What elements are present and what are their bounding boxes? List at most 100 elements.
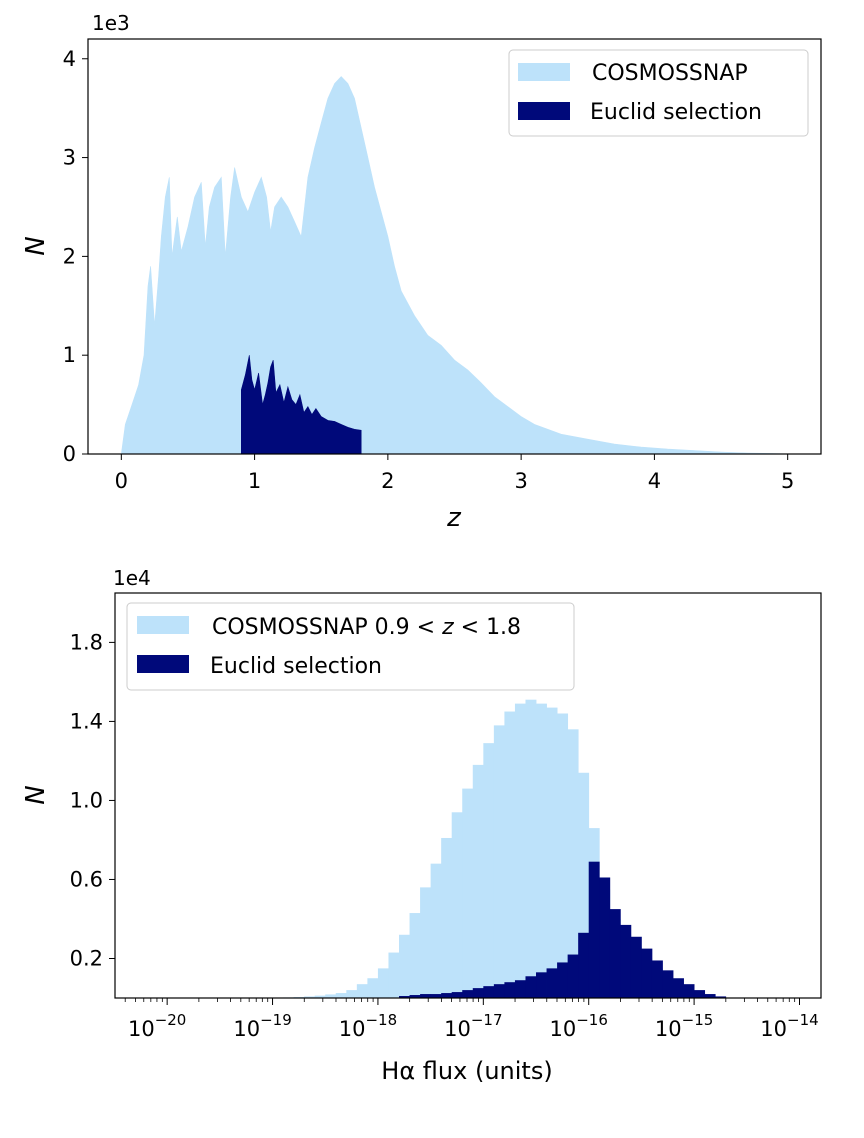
bar-cosmossnap [409, 913, 421, 998]
axis-ticks: 0 1 2 3 4 5 0 1 2 3 4 [63, 47, 795, 493]
x-tick-label: 10−17 [444, 1011, 502, 1041]
bar-cosmossnap [483, 743, 495, 998]
plot-frame [114, 592, 822, 999]
legend-text-part: 1.8 [486, 615, 521, 640]
bar-euclid-selection [694, 990, 706, 998]
bar-cosmossnap [441, 837, 453, 998]
histogram-bars [283, 699, 737, 998]
bar-cosmossnap [578, 772, 590, 998]
bar-cosmossnap [514, 703, 526, 998]
bar-euclid-selection [536, 972, 547, 998]
bar-euclid-selection [451, 992, 463, 998]
bar-euclid-selection [715, 996, 727, 998]
bar-cosmossnap [399, 934, 410, 998]
x-tick-label: 10−16 [550, 1011, 608, 1041]
bar-cosmossnap [388, 952, 400, 998]
bar-cosmossnap [314, 995, 326, 998]
histogram-euclid-selection [241, 355, 362, 455]
bar-cosmossnap [493, 725, 505, 998]
histogram-cosmossnap [120, 76, 795, 455]
y-tick-label: 0.2 [70, 946, 103, 970]
bar-euclid-selection [514, 980, 526, 998]
x-tick-exponent: −19 [260, 1011, 292, 1029]
y-tick-label: 1.0 [70, 788, 103, 812]
bar-cosmossnap [304, 996, 316, 998]
x-tick-label: 10−19 [233, 1011, 291, 1041]
bar-euclid-selection [662, 970, 674, 998]
y-axis-label: N [21, 785, 51, 804]
bar-cosmossnap [472, 764, 484, 998]
bar-cosmossnap [567, 729, 579, 998]
bar-cosmossnap [335, 993, 347, 998]
x-tick-label: 1 [248, 469, 261, 493]
legend-label-euclid: Euclid selection [210, 654, 382, 679]
y-multiplier-label: 1e3 [92, 11, 130, 35]
y-tick-label: 4 [63, 47, 76, 71]
bar-cosmossnap [546, 707, 558, 998]
legend-box [508, 49, 809, 137]
x-tick-label: 4 [648, 469, 661, 493]
redshift-histogram-panel: 1e3 0 1 2 3 4 5 0 1 2 3 4 z N COSMOSSNAP Euclid se… [21, 11, 822, 533]
x-tick-label: 5 [781, 469, 794, 493]
bar-euclid-selection [483, 986, 495, 998]
x-tick-exponent: −16 [576, 1011, 608, 1029]
bar-cosmossnap [536, 703, 547, 998]
bar-cosmossnap [420, 887, 432, 998]
x-tick-label: 2 [381, 469, 394, 493]
x-tick-exponent: −20 [155, 1011, 187, 1029]
legend-label-cosmossnap: COSMOSSNAP [592, 61, 748, 86]
legend-label-euclid: Euclid selection [590, 100, 762, 125]
bar-cosmossnap [451, 812, 463, 998]
y-tick-label: 0 [63, 442, 76, 466]
bar-euclid-selection [683, 984, 695, 998]
legend-swatch-euclid [137, 655, 189, 673]
x-axis-label: z [446, 503, 462, 533]
y-tick-label: 2 [63, 244, 76, 268]
bar-euclid-selection [525, 976, 537, 998]
legend-text-part: < [461, 615, 479, 640]
bar-euclid-selection [420, 994, 432, 998]
bar-cosmossnap [356, 984, 368, 998]
axis-ticks: 10−20 10−19 10−18 10−17 10−16 10−15 10−14 0.2 0.… [70, 630, 819, 1041]
bar-euclid-selection [673, 978, 684, 998]
legend-label-cosmossnap-redshift-range: COSMOSSNAP 0.9 < z < 1.8 [212, 615, 521, 640]
x-tick-label: 10−14 [760, 1011, 818, 1041]
legend-text-part: COSMOSSNAP 0.9 [212, 615, 410, 640]
x-tick-exponent: −18 [365, 1011, 397, 1029]
bar-euclid-selection [441, 993, 453, 998]
bar-euclid-selection [493, 984, 505, 998]
bar-euclid-selection [567, 954, 579, 998]
y-multiplier-label: 1e4 [113, 566, 151, 590]
legend-swatch-cosmossnap [518, 63, 570, 81]
x-tick-exponent: −14 [787, 1011, 819, 1029]
bar-euclid-selection [641, 948, 653, 998]
y-tick-label: 1.8 [70, 630, 103, 654]
bar-cosmossnap [504, 711, 516, 998]
bar-euclid-selection [546, 968, 558, 998]
bar-euclid-selection [609, 909, 621, 998]
bar-euclid-selection [588, 861, 600, 998]
bar-euclid-selection [704, 994, 716, 998]
legend-text-part: z [441, 615, 454, 640]
y-tick-label: 1 [63, 343, 76, 367]
bar-euclid-selection [651, 960, 663, 998]
bar-euclid-selection [462, 990, 474, 998]
bar-euclid-selection [409, 995, 421, 998]
bar-euclid-selection [578, 932, 590, 998]
bar-euclid-selection [472, 988, 484, 998]
bar-cosmossnap [525, 699, 537, 998]
x-tick-label: 10−20 [128, 1011, 186, 1041]
bar-cosmossnap [367, 978, 379, 998]
bar-cosmossnap [430, 863, 442, 998]
x-tick-exponent: −17 [471, 1011, 503, 1029]
bar-euclid-selection [557, 962, 569, 998]
bar-euclid-selection [620, 924, 632, 998]
legend-box [126, 602, 575, 691]
halpha-flux-histogram-panel: 1e4 10−20 10−19 10−18 10−17 10−16 10−15 10−14 0… [21, 566, 822, 1085]
bar-euclid-selection [399, 996, 410, 998]
x-axis-label: Hα flux (units) [381, 1057, 552, 1085]
x-tick-label: 0 [115, 469, 128, 493]
bar-euclid-selection [504, 982, 516, 998]
x-tick-label: 10−15 [655, 1011, 713, 1041]
